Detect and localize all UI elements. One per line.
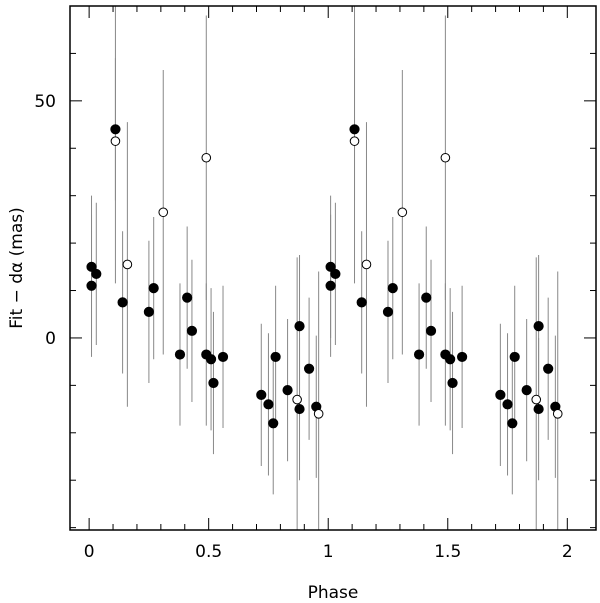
filled-data-point (507, 418, 518, 429)
filled-data-point (533, 320, 544, 332)
filled-data-point (270, 351, 281, 363)
x-tick-label: 1.5 (434, 542, 461, 562)
open-data-point (361, 259, 372, 270)
error-bars (91, 6, 559, 530)
filled-data-point (330, 268, 341, 280)
filled-data-point (495, 389, 506, 400)
filled-data-point (413, 349, 425, 360)
filled-data-point (148, 283, 159, 294)
filled-data-point (86, 280, 97, 291)
axis-ticks (70, 5, 596, 530)
filled-data-point (256, 389, 267, 400)
filled-data-point (349, 124, 360, 135)
open-data-point (531, 394, 542, 405)
open-data-point (440, 152, 451, 163)
filled-data-point (303, 363, 315, 374)
filled-data-point (325, 261, 336, 272)
open-data-point (158, 207, 169, 218)
filled-data-point (205, 354, 217, 365)
data-markers (86, 124, 563, 429)
filled-data-point (543, 363, 554, 374)
filled-data-point (356, 297, 367, 308)
filled-data-point (421, 292, 432, 303)
x-tick-label: 0.5 (195, 542, 222, 562)
filled-data-point (382, 306, 394, 317)
filled-data-point (325, 280, 336, 291)
open-data-point (552, 409, 563, 419)
filled-data-point (457, 351, 468, 363)
filled-data-point (447, 377, 458, 389)
filled-data-point (294, 320, 305, 332)
open-data-point (349, 136, 360, 146)
open-data-point (201, 152, 212, 163)
x-tick-label: 2 (562, 542, 573, 562)
filled-data-point (208, 377, 219, 389)
y-tick-label: 0 (45, 329, 56, 349)
tick-labels: 0 0.5 1 1.5 2 0 50 (34, 92, 572, 562)
open-data-point (292, 394, 302, 405)
x-axis-label: Phase (308, 583, 359, 603)
open-data-point (110, 136, 121, 146)
filled-data-point (182, 292, 193, 303)
filled-data-point (91, 268, 102, 280)
filled-data-point (509, 351, 520, 363)
filled-data-point (502, 399, 513, 410)
open-data-point (313, 409, 324, 419)
filled-data-point (86, 261, 97, 272)
filled-data-point (143, 306, 154, 317)
filled-data-point (110, 124, 121, 135)
filled-data-point (117, 297, 128, 308)
filled-data-point (174, 349, 186, 360)
filled-data-point (533, 403, 544, 415)
filled-data-point (282, 385, 293, 396)
open-data-point (122, 259, 133, 270)
filled-data-point (268, 418, 279, 429)
filled-data-point (387, 283, 398, 294)
filled-data-point (217, 351, 229, 363)
filled-data-point (425, 325, 437, 336)
plot-frame (69, 5, 597, 531)
x-tick-label: 1 (323, 542, 334, 562)
filled-data-point (294, 403, 305, 415)
y-tick-label: 50 (34, 92, 56, 112)
y-axis-label: Fit − dα (mas) (7, 207, 27, 328)
filled-data-point (186, 325, 198, 336)
x-tick-label: 0 (84, 542, 95, 562)
filled-data-point (263, 399, 274, 410)
open-data-point (397, 207, 408, 218)
filled-data-point (445, 354, 456, 365)
filled-data-point (521, 385, 532, 396)
